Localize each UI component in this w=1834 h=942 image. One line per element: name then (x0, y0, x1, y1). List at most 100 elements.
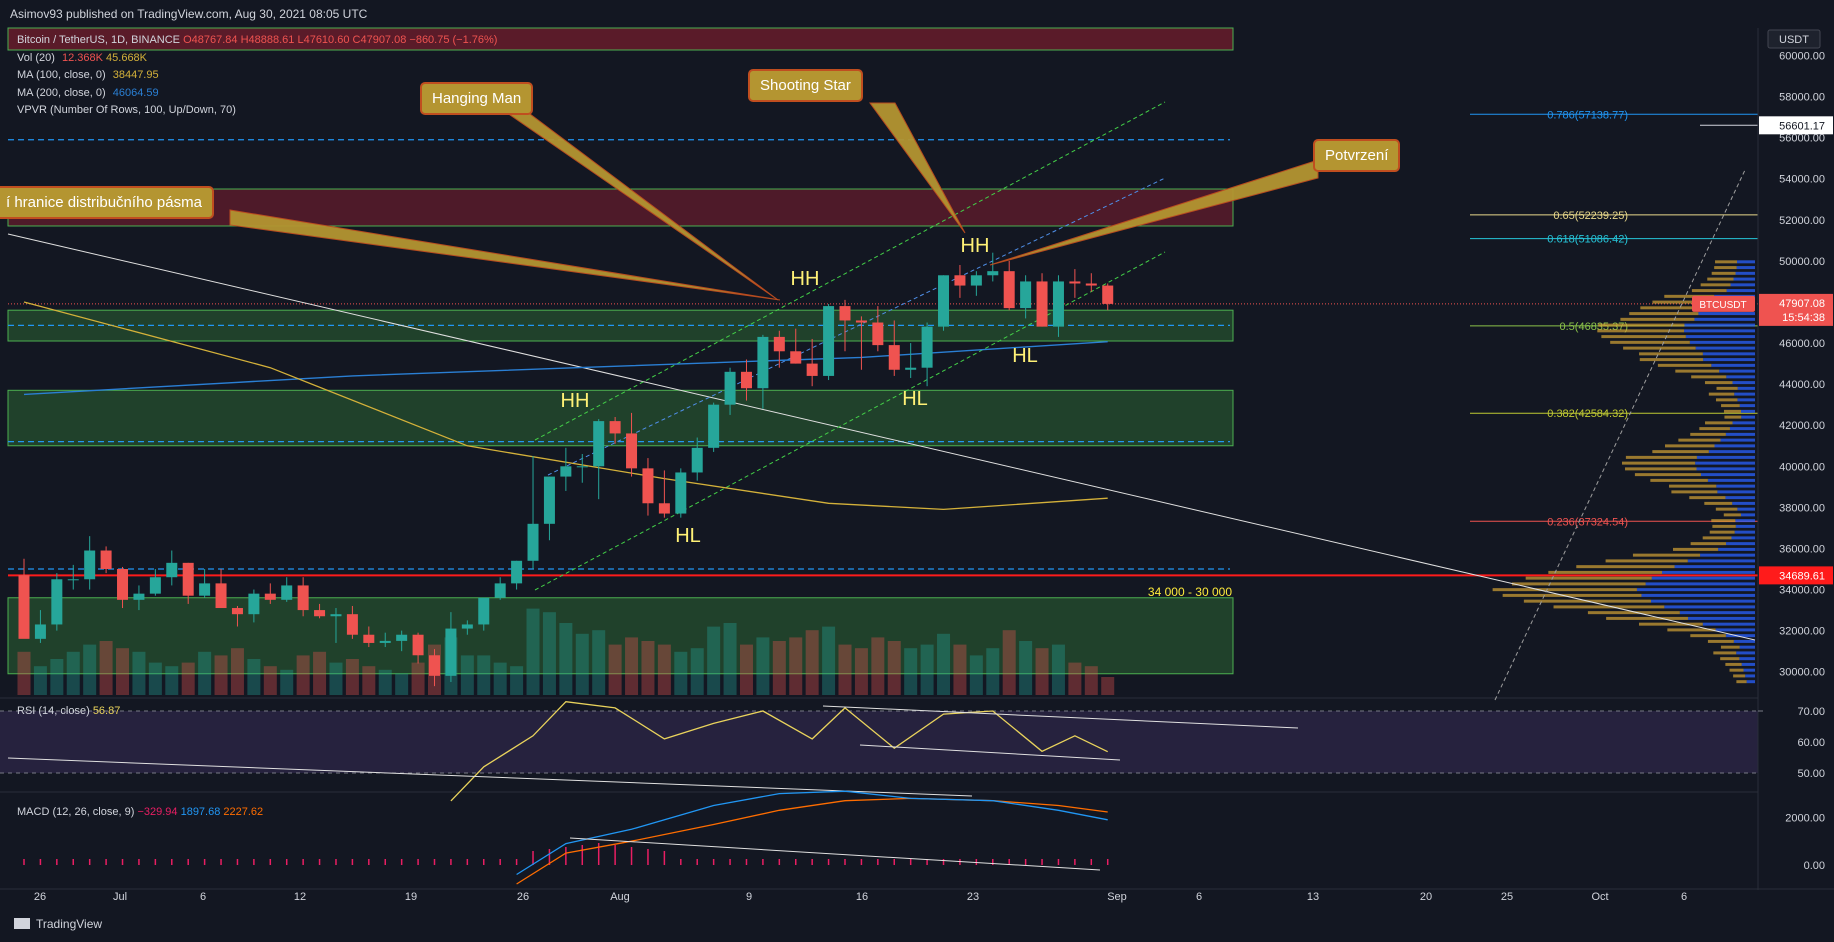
vpvr-bar-up (1746, 680, 1755, 684)
candle-body (84, 550, 96, 580)
vpvr-bar-up (1684, 323, 1755, 327)
vpvr-bar-up (1737, 260, 1755, 264)
volume-bar (411, 662, 425, 695)
vpvr-bar-down (1638, 622, 1703, 626)
candle-body (790, 351, 802, 364)
volume-bar (116, 648, 130, 695)
volume-bar (477, 655, 491, 695)
callout-potvrzeni[interactable]: Potvrzení (1313, 139, 1401, 172)
volume-bar (313, 651, 327, 695)
candle-body (773, 336, 785, 352)
legend-vol-label[interactable]: Vol (20) (17, 51, 55, 64)
vpvr-bar-down (1713, 651, 1737, 655)
volume-bar (378, 669, 392, 695)
vpvr-bar-down (1492, 588, 1637, 592)
volume-bar (969, 655, 983, 695)
swing-label: HL (1012, 345, 1038, 367)
vpvr-bar-up (1719, 369, 1755, 373)
macd-legend[interactable]: MACD (12, 26, close, 9) −329.94 1897.68 … (17, 806, 263, 818)
volume-bar (937, 633, 951, 695)
volume-bar (854, 648, 868, 695)
vpvr-bar-up (1688, 616, 1755, 620)
vpvr-bar-up (1718, 547, 1755, 551)
time-tick-label: 13 (1307, 891, 1319, 903)
legend-ma200-label[interactable]: MA (200, close, 0) (17, 86, 106, 99)
time-tick-label: 25 (1501, 891, 1513, 903)
vpvr-bar-up (1662, 570, 1755, 574)
macd-line (516, 790, 1108, 876)
legend-vol-v1: 12.368K (61, 51, 103, 64)
vpvr-bar-up (1732, 501, 1755, 505)
candle-body (954, 275, 966, 286)
rsi-legend[interactable]: RSI (14, close) 56.87 (17, 705, 120, 717)
vpvr-bar-down (1711, 271, 1736, 275)
candle-body (461, 624, 473, 629)
vpvr-bar-up (1636, 588, 1755, 592)
publish-header: Asimov93 published on TradingView.com, A… (0, 0, 1834, 28)
candle-body (149, 577, 161, 594)
legend-vpvr-label[interactable]: VPVR (Number Of Rows, 100, Up/Down, 70) (17, 104, 236, 116)
vpvr-bar-down (1704, 381, 1733, 385)
volume-bar (904, 648, 918, 695)
vpvr-bar-down (1657, 363, 1712, 367)
vpvr-bar-down (1675, 369, 1720, 373)
macd-trend-line (569, 837, 1101, 871)
fib-level-label: 0.236(37324.54) (1547, 516, 1628, 528)
vpvr-bar-down (1624, 467, 1697, 471)
vpvr-bar-down (1711, 519, 1736, 523)
vpvr-bar-down (1621, 461, 1696, 465)
callout-hanging-man[interactable]: Hanging Man (420, 82, 534, 115)
candle-body (281, 585, 293, 600)
volume-bar (165, 666, 179, 695)
callout-distribution-band[interactable]: í hranice distribučního pásma (0, 186, 214, 219)
volume-bar (822, 626, 836, 695)
volume-bar (198, 651, 212, 695)
vpvr-bar-down (1724, 415, 1742, 419)
volume-bar (723, 623, 737, 695)
candle-body (100, 550, 112, 569)
vpvr-bar-up (1737, 398, 1755, 402)
candle-body (970, 275, 982, 286)
volume-bar (739, 644, 753, 695)
vpvr-bar-down (1707, 277, 1734, 281)
zone-label: 34 000 - 30 000 (1148, 585, 1232, 599)
tradingview-logo-text: TradingView (36, 917, 103, 931)
callout-pointer-shooting-star (869, 102, 966, 234)
vpvr-bar-up (1741, 409, 1755, 413)
rsi-trend-line (859, 744, 1121, 761)
volume-bar (362, 666, 376, 695)
candle-body (1003, 271, 1015, 309)
candle-body (642, 468, 654, 504)
vpvr-bar-down (1702, 536, 1732, 540)
vpvr-bar-down (1729, 668, 1744, 672)
vpvr-bar-down (1664, 444, 1715, 448)
candle-body (51, 579, 63, 625)
macd-tick-label: 2000.00 (1785, 812, 1825, 824)
vpvr-bar-up (1735, 271, 1755, 275)
tradingview-logo[interactable]: TradingView (14, 917, 102, 931)
legend-ma100-value: 38447.95 (112, 69, 159, 81)
legend-ma100-label[interactable]: MA (100, close, 0) (17, 69, 106, 81)
volume-bar (559, 623, 573, 695)
rsi-line (450, 701, 1108, 802)
price-tick-label: 56000.00 (1779, 133, 1825, 145)
candle-body (297, 585, 309, 611)
vpvr-bar-down (1709, 530, 1735, 534)
vpvr-bar-down (1620, 317, 1695, 321)
vpvr-bar-down (1525, 576, 1652, 580)
channel-upper-line (534, 101, 1166, 441)
vpvr-bar-down (1671, 490, 1718, 494)
time-tick-label: 9 (746, 891, 752, 903)
volume-bar (608, 644, 622, 695)
volume-bar (214, 655, 228, 695)
currency-box (1767, 29, 1821, 49)
candle-body (379, 640, 391, 643)
legend-symbol[interactable]: Bitcoin / TetherUS, 1D, BINANCE (17, 34, 181, 46)
volume-bar (329, 662, 343, 695)
callout-shooting-star[interactable]: Shooting Star (748, 69, 863, 102)
vpvr-bar-up (1651, 576, 1755, 580)
vpvr-bar-down (1623, 346, 1696, 350)
legend: Bitcoin / TetherUS, 1D, BINANCE O48767.8… (17, 32, 497, 120)
countdown-label: 15:54:38 (1782, 312, 1825, 324)
